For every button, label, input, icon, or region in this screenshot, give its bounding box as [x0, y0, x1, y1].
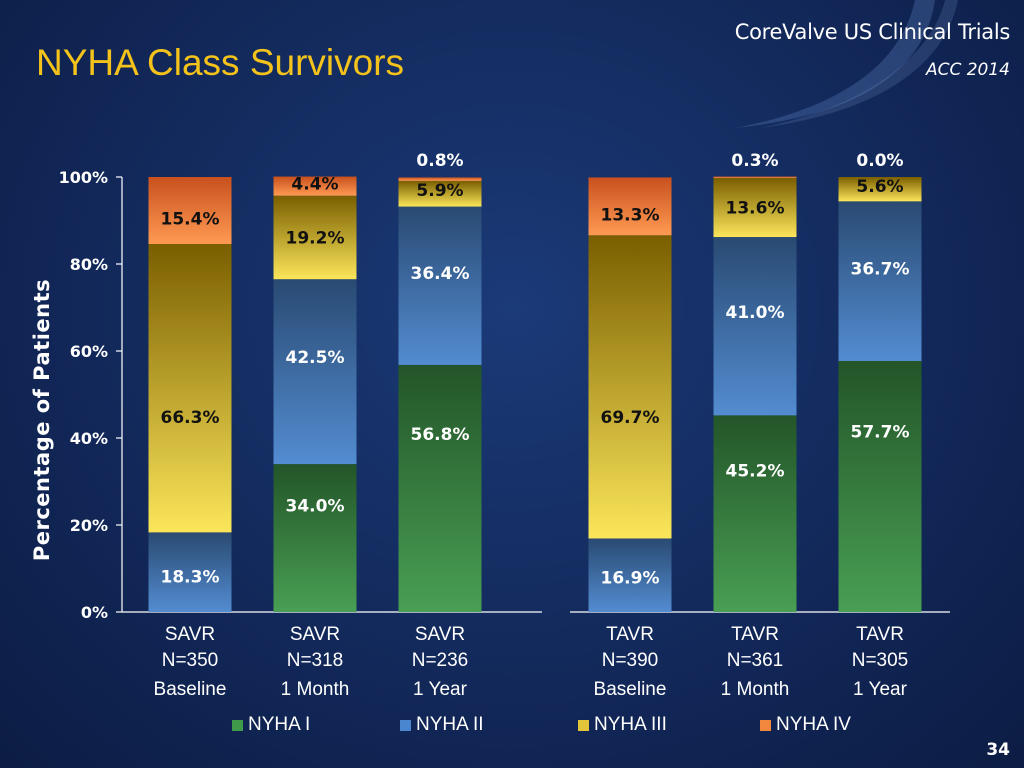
data-label: 57.7%: [851, 422, 910, 442]
category-n-label: N=390: [602, 650, 659, 671]
category-n-label: N=350: [162, 650, 219, 671]
y-tick-label: 60%: [70, 342, 108, 361]
bar-segment-nyha-ii: [713, 237, 797, 416]
data-label: 66.3%: [161, 408, 220, 428]
data-label: 0.0%: [856, 151, 903, 171]
data-label: 34.0%: [286, 497, 345, 517]
category-group-label: TAVR: [731, 624, 779, 645]
legend-swatch: [232, 719, 243, 731]
legend-item: NYHA IV: [760, 714, 851, 736]
bar-segment-nyha-ii: [273, 279, 357, 465]
category-n-label: N=305: [852, 650, 909, 671]
data-label: 18.3%: [161, 567, 220, 587]
data-label: 45.2%: [726, 461, 785, 481]
category-n-label: N=318: [287, 650, 344, 671]
data-label: 41.0%: [726, 303, 785, 323]
page-title: NYHA Class Survivors: [36, 42, 405, 83]
category-group-label: SAVR: [165, 624, 215, 645]
bar-segment-nyha-i: [713, 415, 797, 612]
bar-segment-nyha-ii: [588, 538, 672, 612]
legend-label: NYHA I: [248, 714, 311, 735]
category-time-label: 1 Month: [281, 679, 350, 700]
legend-label: NYHA IV: [776, 714, 851, 735]
category-group-label: SAVR: [290, 624, 340, 645]
data-label: 5.6%: [856, 177, 903, 197]
bar-segment-nyha-ii: [398, 206, 482, 365]
legend-swatch: [400, 719, 411, 731]
y-tick-label: 0%: [81, 603, 108, 622]
legend-label: NYHA III: [594, 714, 667, 735]
y-tick-label: 80%: [70, 255, 108, 274]
bar-segment-nyha-iv: [713, 176, 797, 178]
legend-item: NYHA II: [400, 714, 484, 736]
y-tick-label: 20%: [70, 516, 108, 535]
bar-segment-nyha-i: [398, 364, 482, 612]
bar-segment-nyha-iii: [273, 195, 357, 280]
category-time-label: 1 Month: [721, 679, 790, 700]
bar-segment-nyha-i: [838, 361, 922, 612]
category-group-label: TAVR: [606, 624, 654, 645]
page-number: 34: [986, 740, 1010, 760]
data-label: 36.7%: [851, 259, 910, 279]
data-label: 5.9%: [416, 181, 463, 201]
bar-segment-nyha-iii: [148, 243, 232, 533]
conference-text: ACC 2014: [925, 60, 1010, 80]
legend-swatch: [578, 719, 589, 731]
y-tick-label: 100%: [59, 168, 108, 187]
data-label: 36.4%: [411, 264, 470, 284]
category-time-label: Baseline: [594, 679, 667, 700]
bar-segment-nyha-iv: [148, 177, 232, 244]
y-tick-label: 40%: [70, 429, 108, 448]
bar-segment-nyha-iii: [713, 177, 797, 238]
data-label: 13.3%: [601, 205, 660, 225]
data-label: 19.2%: [286, 228, 345, 248]
legend-item: NYHA III: [578, 714, 667, 736]
legend-label: NYHA II: [416, 714, 484, 735]
category-time-label: Baseline: [154, 679, 227, 700]
category-time-label: 1 Year: [853, 679, 908, 700]
data-label: 16.9%: [601, 568, 660, 588]
data-label: 13.6%: [726, 198, 785, 218]
legend-item: NYHA I: [232, 714, 310, 736]
bar-segment-nyha-iii: [838, 177, 922, 202]
category-group-label: SAVR: [415, 624, 465, 645]
brand-text: CoreValve US Clinical Trials: [734, 20, 1011, 44]
bar-segment-nyha-i: [273, 464, 357, 612]
category-n-label: N=361: [727, 650, 784, 671]
data-label: 56.8%: [411, 425, 470, 445]
bar-segment-nyha-iv: [588, 177, 672, 236]
header-swoosh: [735, 0, 958, 128]
bar-segment-nyha-iv: [398, 177, 482, 181]
data-label: 69.7%: [601, 408, 660, 428]
bar-segment-nyha-ii: [148, 532, 232, 612]
data-label: 15.4%: [161, 209, 220, 229]
bar-segment-nyha-ii: [838, 201, 922, 362]
data-label: 4.4%: [291, 175, 338, 195]
chart-legend: NYHA I NYHA II NYHA III NYHA IV: [0, 714, 1024, 740]
category-group-label: TAVR: [856, 624, 904, 645]
bar-segment-nyha-iii: [398, 180, 482, 207]
category-n-label: N=236: [412, 650, 469, 671]
legend-swatch: [760, 719, 771, 731]
data-label: 42.5%: [286, 348, 345, 368]
bar-segment-nyha-iii: [588, 235, 672, 539]
data-label: 0.8%: [416, 151, 463, 171]
data-label: 0.3%: [731, 151, 778, 171]
bar-segment-nyha-iv: [273, 176, 357, 196]
category-time-label: 1 Year: [413, 679, 468, 700]
